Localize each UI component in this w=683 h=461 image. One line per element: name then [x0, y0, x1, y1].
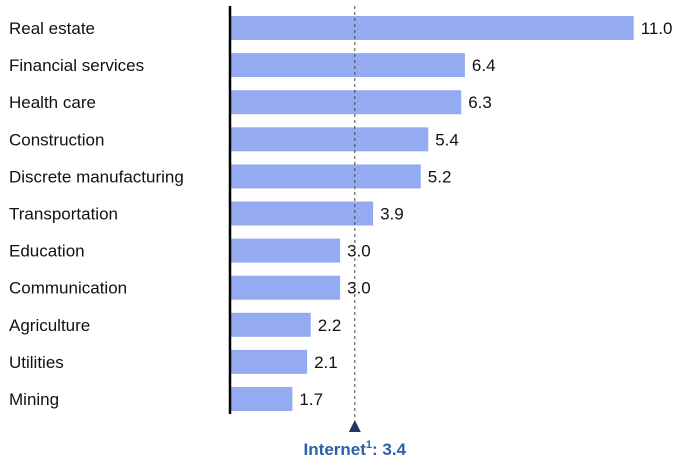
value-label: 2.2: [318, 316, 342, 335]
value-label: 1.7: [299, 390, 323, 409]
value-label: 2.1: [314, 353, 338, 372]
category-label: Education: [9, 242, 85, 261]
category-label: Discrete manufacturing: [9, 167, 184, 186]
bar-discrete-manufacturing: [230, 164, 421, 189]
bar-real-estate: [230, 16, 634, 40]
bar-mining: [230, 387, 293, 411]
value-labels-group: 11.0 6.4 6.3 5.4 5.2 3.9 3.0 3.0 2.2 2.1 1.7: [299, 19, 672, 409]
value-label: 11.0: [641, 19, 673, 38]
category-label: Transportation: [9, 205, 118, 224]
category-label: Health care: [9, 93, 96, 112]
category-label: Agriculture: [9, 316, 90, 335]
reference-marker-icon: [348, 420, 361, 432]
reference-label-prefix: Internet: [304, 440, 367, 459]
bar-financial-services: [230, 53, 465, 78]
category-label: Mining: [9, 390, 59, 409]
bar-utilities: [230, 349, 308, 374]
bar-communication: [230, 275, 341, 300]
category-labels-group: Real estate Financial services Health care…: [9, 19, 184, 409]
category-label: Construction: [9, 130, 104, 149]
value-label: 6.4: [472, 56, 496, 75]
value-label: 3.0: [347, 242, 371, 261]
bar-construction: [230, 127, 429, 152]
value-label: 6.3: [468, 93, 492, 112]
bar-education: [230, 238, 341, 263]
reference-label-suffix: : 3.4: [372, 440, 407, 459]
category-label: Utilities: [9, 353, 64, 372]
value-label: 3.0: [347, 279, 371, 298]
reference-label: Internet1: 3.4: [304, 439, 407, 459]
value-label: 5.4: [435, 130, 459, 149]
bar-health-care: [230, 90, 462, 115]
bars-group: [230, 16, 634, 411]
category-label: Real estate: [9, 19, 95, 38]
value-label: 3.9: [380, 205, 404, 224]
bar-agriculture: [230, 312, 311, 337]
category-label: Financial services: [9, 56, 144, 75]
value-label: 5.2: [428, 167, 452, 186]
category-label: Communication: [9, 279, 127, 298]
reference-label-superscript: 1: [366, 439, 372, 451]
bar-transportation: [230, 201, 374, 226]
